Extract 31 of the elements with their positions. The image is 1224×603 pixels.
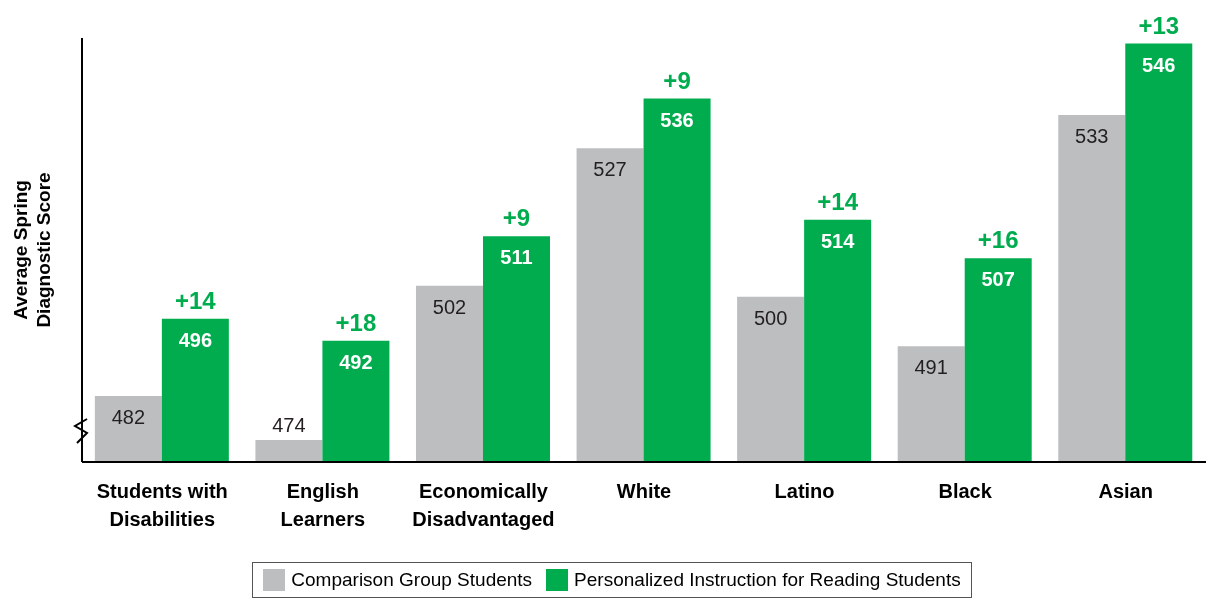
- data-label: 474: [272, 413, 306, 436]
- y-axis-title: Average Spring Diagnostic Score: [10, 172, 54, 328]
- legend-label: Personalized Instruction for Reading Students: [574, 569, 961, 591]
- annotation: +14: [817, 187, 859, 215]
- data-label: 502: [432, 295, 467, 318]
- annotation: +9: [663, 66, 691, 94]
- annotation: +18: [335, 308, 377, 336]
- data-label: 507: [981, 268, 1015, 291]
- annotation: +14: [174, 286, 217, 314]
- data-label: 527: [593, 158, 627, 181]
- x-tick-label: White: [616, 480, 672, 502]
- x-tick-label: Asian: [1098, 480, 1153, 502]
- data-label: 500: [753, 306, 788, 329]
- data-label: 491: [914, 356, 948, 379]
- data-label: 511: [500, 246, 533, 269]
- annotation: +13: [1138, 11, 1180, 39]
- annotation: +16: [977, 226, 1019, 254]
- x-tick-label: English Learners: [280, 480, 366, 530]
- data-label: 482: [111, 405, 146, 428]
- data-label: 496: [178, 328, 213, 351]
- x-tick-label: Students with Disabilities: [96, 480, 228, 530]
- data-label: 536: [660, 108, 694, 131]
- annotation: +9: [502, 204, 531, 232]
- legend-label: Comparison Group Students: [291, 569, 533, 591]
- x-tick-label: Latino: [774, 480, 835, 502]
- data-label: 514: [820, 229, 856, 252]
- data-label: 546: [1142, 53, 1176, 76]
- data-label: 492: [339, 350, 373, 373]
- x-tick-label: Economically Disadvantaged: [412, 480, 555, 530]
- x-tick-label: Black: [938, 480, 993, 502]
- data-label: 533: [1075, 125, 1109, 148]
